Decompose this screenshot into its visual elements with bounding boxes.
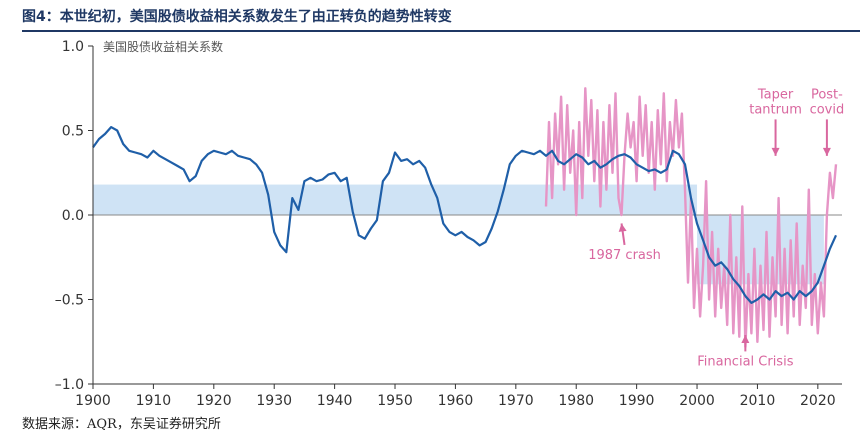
y-tick-label: 0.5 [62,124,84,140]
series-long-window [92,126,838,304]
x-tick-label: 1920 [196,393,232,409]
x-tick-label: 2020 [800,393,836,409]
y-tick-label: 1.0 [62,39,84,55]
x-tick-label: 2000 [679,393,715,409]
annotation-arrow-head [741,334,750,343]
annotation-4: Post-covid [810,87,845,156]
annotation-label: Financial Crisis [697,354,793,369]
annotation-arrow-head [618,223,627,232]
annotation-label: Taper tantrum [749,87,802,117]
annotation-3: Taper tantrum [749,87,802,156]
x-tick-label: 1940 [317,393,353,409]
x-tick-label: 1960 [438,393,474,409]
y-tick-label: –0.5 [55,293,84,309]
x-tick-label: 1970 [498,393,534,409]
x-tick-label: 1990 [619,393,655,409]
y-axis-label: 美国股债收益相关系数 [103,39,223,54]
figure-title: 图4：本世纪初，美国股债收益相关系数发生了由正转负的趋势性转变 [22,9,452,25]
title-rule [22,30,860,32]
x-tick-label: 1910 [136,393,172,409]
x-tick-label: 1900 [75,393,111,409]
annotation-label: Post-covid [810,87,845,117]
range-band-1 [93,184,698,215]
x-tick-label: 1980 [558,393,594,409]
y-tick-label: 0.0 [62,208,84,224]
annotation-arrow-head [771,147,780,156]
annotation-arrow-head [822,147,831,156]
x-tick-label: 1950 [377,393,413,409]
y-tick-label: –1.0 [55,377,84,393]
x-tick-label: 2010 [740,393,776,409]
annotation-1: 1987 crash [588,223,661,263]
annotation-label: 1987 crash [588,248,661,263]
annotation-2: Financial Crisis [697,334,794,369]
x-tick-label: 1930 [256,393,292,409]
source-note: 数据来源：AQR，东吴证券研究所 [22,417,221,432]
